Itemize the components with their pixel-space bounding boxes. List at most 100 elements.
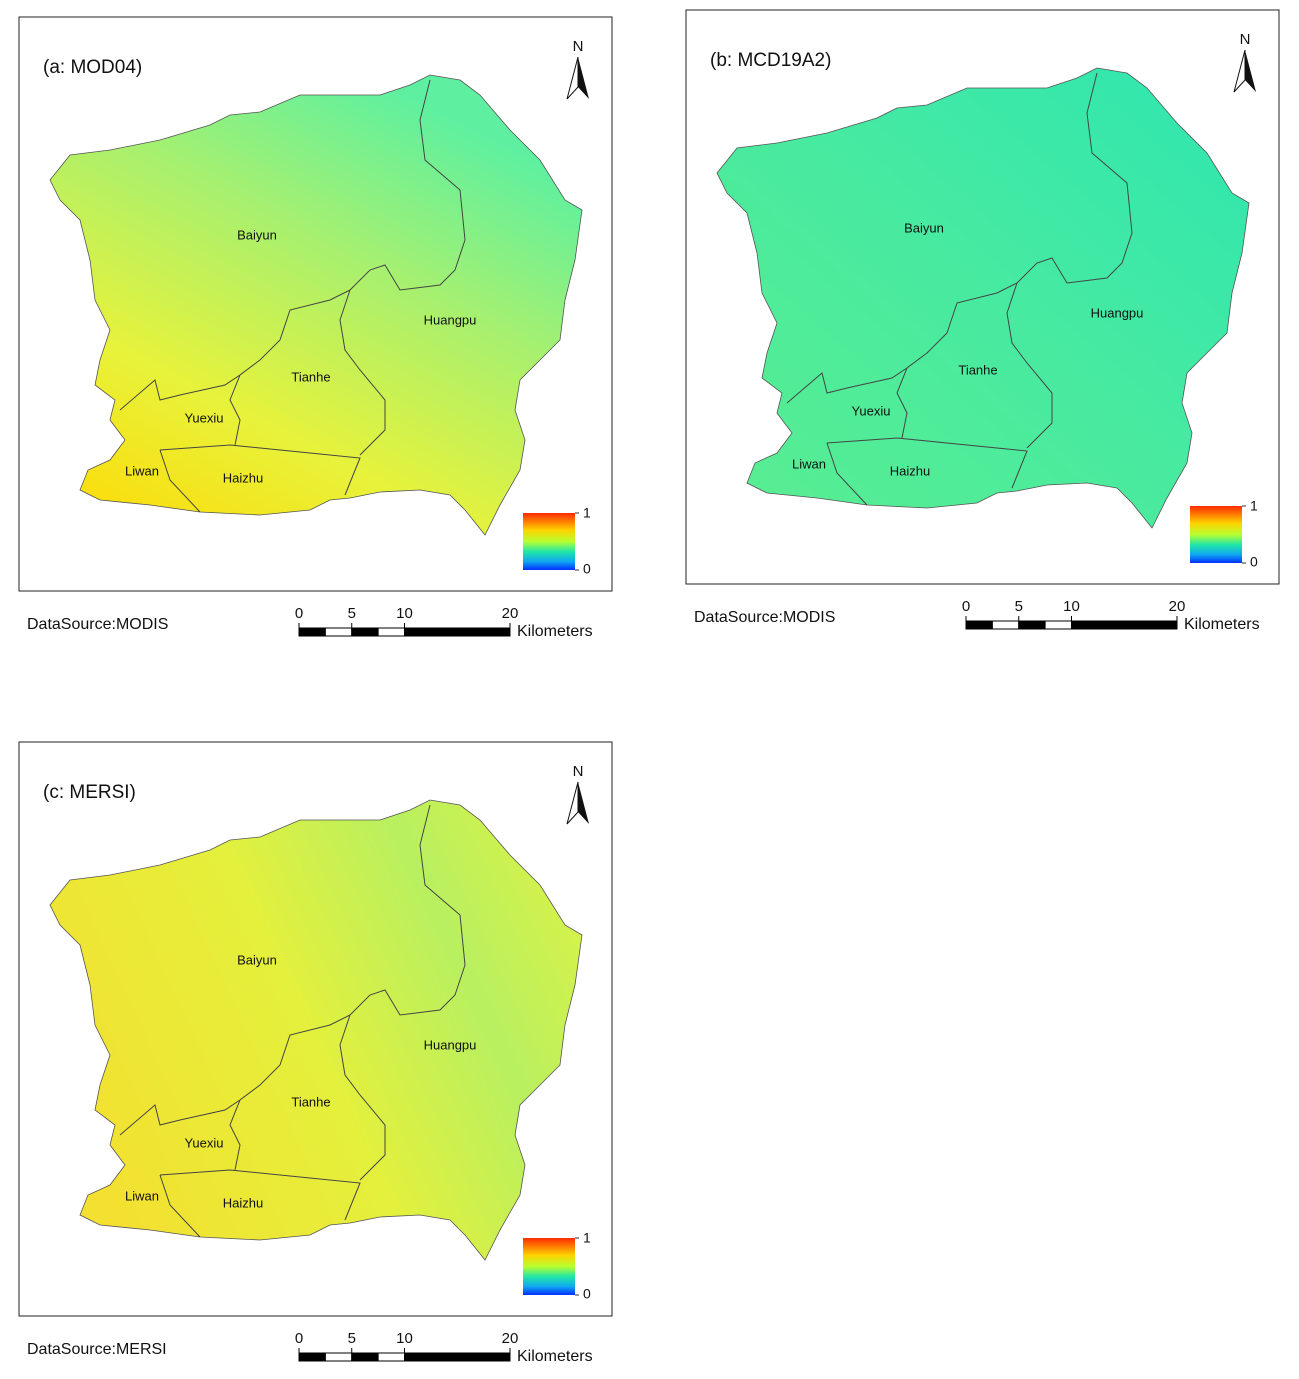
map-panel: Baiyun Huangpu Tianhe Yuexiu Liwan Haizhu (c: … <box>18 741 613 1365</box>
data-source: DataSource:MODIS <box>27 616 168 633</box>
north-label: N <box>1240 31 1251 48</box>
colorbar <box>523 1238 575 1295</box>
district-border <box>826 442 868 506</box>
scale-segment <box>1018 620 1046 630</box>
north-arrow <box>566 56 579 100</box>
district-border <box>826 437 1028 489</box>
scale-segment <box>965 620 993 630</box>
region-fill <box>716 67 1250 529</box>
district-label: Baiyun <box>904 220 944 235</box>
scale-unit: Kilometers <box>517 1348 593 1365</box>
map: Baiyun Huangpu Tianhe Yuexiu Liwan Haizhu <box>716 67 1250 529</box>
district-border <box>159 449 201 513</box>
district-border <box>1006 72 1133 449</box>
scale-label: 20 <box>1169 598 1186 615</box>
scale-segment <box>324 1352 353 1362</box>
scale-segment <box>1044 620 1072 630</box>
district-label: Baiyun <box>237 227 277 242</box>
scale-label: 0 <box>295 1330 303 1347</box>
district-border <box>229 1014 351 1171</box>
district-border <box>339 79 466 456</box>
north-label: N <box>573 763 584 780</box>
district-label: Liwan <box>792 456 826 471</box>
panel-frame <box>685 9 1280 585</box>
map: Baiyun Huangpu Tianhe Yuexiu Liwan Haizhu <box>49 799 583 1261</box>
legend-min: 0 <box>583 561 591 577</box>
district-border <box>159 444 361 496</box>
scale-unit: Kilometers <box>517 623 593 640</box>
district-label: Liwan <box>125 1188 159 1203</box>
scale-segment <box>298 627 326 637</box>
north-label: N <box>573 38 584 55</box>
scale-segment <box>377 627 405 637</box>
district-label: Haizhu <box>890 463 930 478</box>
scale-label: 10 <box>396 1330 413 1347</box>
scale-segment <box>324 627 353 637</box>
data-source: DataSource:MERSI <box>27 1341 167 1358</box>
north-arrow <box>566 781 579 825</box>
colorbar <box>523 513 575 570</box>
district-label: Huangpu <box>424 312 477 327</box>
district-label: Tianhe <box>958 362 997 377</box>
district-border <box>339 804 466 1181</box>
district-border <box>119 374 241 411</box>
district-label: Haizhu <box>223 470 263 485</box>
district-label: Baiyun <box>237 952 277 967</box>
scale-label: 10 <box>1063 598 1080 615</box>
scale-unit: Kilometers <box>1184 616 1260 633</box>
north-arrow <box>1233 49 1246 93</box>
panel-title: (a: MOD04) <box>43 57 142 78</box>
scale-label: 0 <box>295 605 303 622</box>
legend-max: 1 <box>583 505 591 521</box>
panel-frame <box>18 741 613 1317</box>
legend-min: 0 <box>1250 554 1258 570</box>
data-source: DataSource:MODIS <box>694 609 835 626</box>
region-fill <box>49 74 583 536</box>
region-fill <box>49 799 583 1261</box>
district-border <box>896 282 1018 439</box>
colorbar <box>1190 506 1242 563</box>
north-arrow <box>1245 50 1256 92</box>
scale-segment <box>404 627 511 637</box>
map-panel: Baiyun Huangpu Tianhe Yuexiu Liwan Haizhu (b: … <box>685 9 1280 633</box>
map-panel: Baiyun Huangpu Tianhe Yuexiu Liwan Haizhu (a: … <box>18 16 613 640</box>
district-label: Yuexiu <box>184 410 223 425</box>
legend-max: 1 <box>1250 498 1258 514</box>
scale-segment <box>351 1352 379 1362</box>
scale-label: 20 <box>502 605 519 622</box>
scale-segment <box>351 627 379 637</box>
district-label: Huangpu <box>1091 305 1144 320</box>
scale-label: 20 <box>502 1330 519 1347</box>
scale-segment <box>1071 620 1178 630</box>
scale-label: 5 <box>1015 598 1023 615</box>
district-label: Tianhe <box>291 369 330 384</box>
scale-segment <box>377 1352 405 1362</box>
district-label: Haizhu <box>223 1195 263 1210</box>
district-border <box>159 1169 361 1221</box>
scale-segment <box>298 1352 326 1362</box>
scale-label: 10 <box>396 605 413 622</box>
district-border <box>159 1174 201 1238</box>
legend-max: 1 <box>583 1230 591 1246</box>
scale-segment <box>404 1352 511 1362</box>
legend-min: 0 <box>583 1286 591 1302</box>
scale-label: 5 <box>348 605 356 622</box>
panel-frame <box>18 16 613 592</box>
district-border <box>786 367 908 404</box>
scale-label: 0 <box>962 598 970 615</box>
district-label: Huangpu <box>424 1037 477 1052</box>
district-label: Yuexiu <box>184 1135 223 1150</box>
scale-segment <box>991 620 1020 630</box>
district-border <box>229 289 351 446</box>
panel-title: (b: MCD19A2) <box>710 50 831 71</box>
map: Baiyun Huangpu Tianhe Yuexiu Liwan Haizhu <box>49 74 583 536</box>
district-label: Liwan <box>125 463 159 478</box>
north-arrow <box>578 782 589 824</box>
north-arrow <box>578 57 589 99</box>
district-label: Tianhe <box>291 1094 330 1109</box>
panel-title: (c: MERSI) <box>43 782 136 803</box>
scale-label: 5 <box>348 1330 356 1347</box>
district-label: Yuexiu <box>851 403 890 418</box>
district-border <box>119 1099 241 1136</box>
